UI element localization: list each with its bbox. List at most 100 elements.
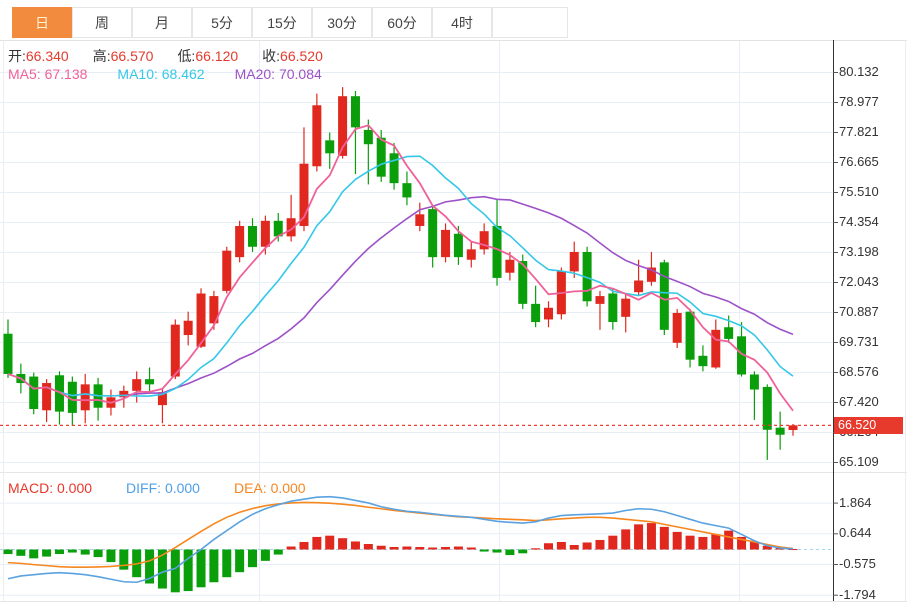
macd-bar <box>737 536 747 550</box>
macd-bar <box>724 530 734 550</box>
macd-bar <box>273 549 283 555</box>
macd-bar <box>634 524 644 550</box>
candle-body <box>582 251 592 302</box>
candle-body <box>170 324 180 377</box>
legend-item: DIFF: 0.000 <box>126 480 200 496</box>
candle-body <box>132 379 142 391</box>
candle-body <box>376 137 386 177</box>
candle-body <box>518 261 528 304</box>
macd-bar <box>299 541 309 550</box>
candle-body <box>29 376 39 410</box>
axis-tick-label: 0.644 <box>839 525 872 541</box>
candle-body <box>698 355 708 367</box>
candle-body <box>286 218 296 237</box>
macd-bar <box>145 549 155 584</box>
candle-body <box>543 307 553 320</box>
axis-tick-label: 74.354 <box>839 214 879 229</box>
candle-body <box>67 381 77 413</box>
period-tabbar: 日周月 5分 15分 30分 60分 4时 <box>0 0 907 40</box>
macd-bar <box>350 541 360 550</box>
macd-bar <box>711 534 721 550</box>
candle-body <box>325 140 335 154</box>
tab-5分[interactable]: 5分 <box>192 7 252 38</box>
tab-15分[interactable]: 15分 <box>252 7 312 38</box>
candle-body <box>119 390 129 398</box>
tab-日[interactable]: 日 <box>12 7 72 38</box>
candle-body <box>402 183 412 198</box>
candle-body <box>711 329 721 368</box>
macd-bar <box>672 531 682 550</box>
macd-bar <box>646 523 656 550</box>
macd-bar <box>286 546 296 550</box>
axis-tick-label: -0.575 <box>839 556 876 571</box>
tab-月[interactable]: 月 <box>132 7 192 38</box>
macd-bar <box>492 549 502 553</box>
tab-60分[interactable]: 60分 <box>372 7 432 38</box>
macd-bar <box>54 549 64 555</box>
candle-body <box>80 384 90 411</box>
candle-body <box>659 262 669 330</box>
legend-item: 开:66.340 <box>8 48 69 64</box>
legend-item: MA10: 68.462 <box>117 66 205 82</box>
macd-bar <box>749 541 759 550</box>
candle-body <box>157 392 167 406</box>
axis-tick-label: 1.864 <box>839 494 872 510</box>
legend-item: MA20: 70.084 <box>234 66 322 82</box>
candle-body <box>608 293 618 323</box>
macd-bar <box>93 549 103 558</box>
tab-周[interactable]: 周 <box>72 7 132 38</box>
macd-bar <box>338 538 348 550</box>
macd-bar <box>248 549 258 568</box>
macd-bar <box>685 535 695 550</box>
candle-body <box>595 296 605 304</box>
macd-bar <box>441 547 451 550</box>
candle-body <box>299 163 309 226</box>
legend-item: MA5: 67.138 <box>8 66 88 82</box>
candle-body <box>621 298 631 317</box>
tab-30分[interactable]: 30分 <box>312 7 372 38</box>
macd-bar <box>389 547 399 550</box>
ma5-line <box>7 124 794 412</box>
macd-bar <box>376 545 386 550</box>
axis-tick-label: 73.198 <box>839 244 879 259</box>
candle-body <box>42 383 52 411</box>
candle-body <box>196 293 206 347</box>
macd-legend: MACD: 0.000 DIFF: 0.000 DEA: 0.000 <box>8 480 340 496</box>
candle-body <box>453 233 463 258</box>
macd-bar <box>569 544 579 550</box>
macd-bar <box>402 546 412 550</box>
candle-body <box>646 267 656 282</box>
candle-body <box>724 327 734 339</box>
candle-body <box>634 280 644 293</box>
candle-body <box>428 209 438 258</box>
current-price-badge: 66.520 <box>834 416 903 434</box>
macd-bar <box>608 535 618 550</box>
macd-bar <box>453 546 463 550</box>
macd-bar <box>505 549 515 556</box>
candle-body <box>775 427 785 435</box>
macd-bar <box>16 549 26 556</box>
macd-bar <box>518 549 528 554</box>
candle-body <box>350 96 360 128</box>
candle-body <box>363 129 373 145</box>
macd-bar <box>466 547 476 550</box>
candle-body <box>466 249 476 260</box>
macd-bar <box>183 549 193 592</box>
macd-bar <box>119 549 129 570</box>
candle-body <box>260 220 270 247</box>
macd-bar <box>312 536 322 550</box>
candle-body <box>672 312 682 343</box>
axis-tick-label: 77.821 <box>839 124 879 139</box>
macd-bar <box>42 549 52 557</box>
axis-tick-label: 75.510 <box>839 184 879 199</box>
macd-bar <box>582 542 592 550</box>
candle-body <box>505 259 515 273</box>
macd-bar <box>556 541 566 550</box>
legend-item: MACD: 0.000 <box>8 480 93 496</box>
axis-tick-label: 76.665 <box>839 154 879 169</box>
tab-4时[interactable]: 4时 <box>432 7 492 38</box>
candle-body <box>569 251 579 272</box>
macd-bar <box>621 529 631 550</box>
